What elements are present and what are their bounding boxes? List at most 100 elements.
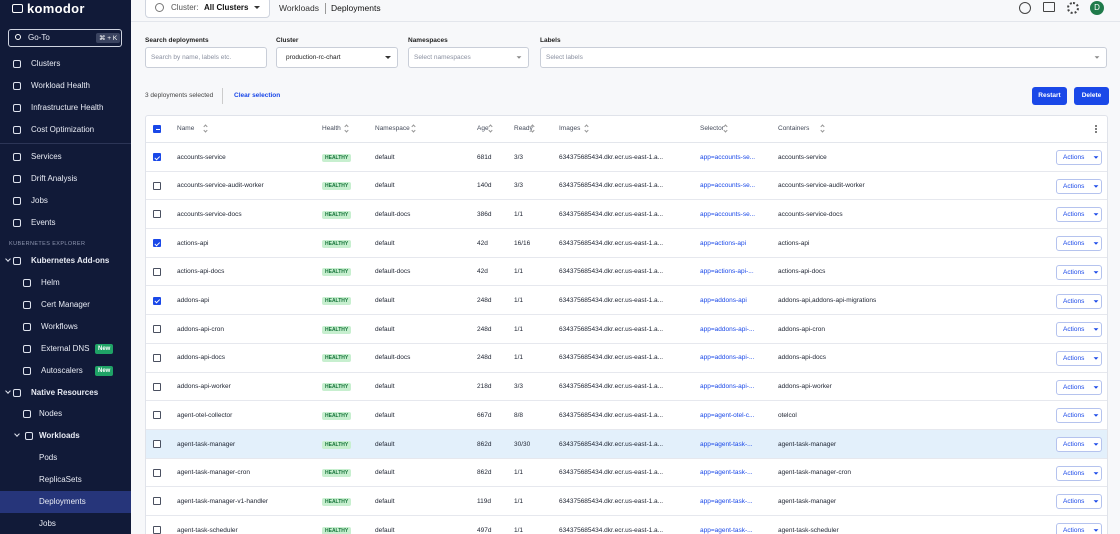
column-header[interactable]: Namespace — [375, 124, 410, 134]
actions-button[interactable]: Actions — [1056, 236, 1102, 251]
row-checkbox[interactable] — [153, 383, 161, 391]
deployment-name[interactable]: agent-task-manager-v1-handler — [177, 497, 268, 507]
nav-group[interactable]: Native Resources — [31, 388, 98, 398]
selector[interactable]: app=agent-task-... — [700, 440, 753, 450]
table-row[interactable]: accounts-serviceHEALTHYdefault681d3/3634… — [146, 143, 1107, 172]
table-row[interactable]: agent-task-manager-cronHEALTHYdefault862… — [146, 459, 1107, 488]
table-row[interactable]: addons-api-cronHEALTHYdefault248d1/16343… — [146, 315, 1107, 344]
restart-button[interactable]: Restart — [1032, 87, 1067, 105]
actions-button[interactable]: Actions — [1056, 523, 1102, 534]
row-checkbox[interactable] — [153, 325, 161, 333]
selector[interactable]: app=addons-api-... — [700, 382, 754, 392]
selector[interactable]: app=actions-api-... — [700, 267, 754, 277]
deployment-name[interactable]: addons-api-cron — [177, 325, 224, 335]
row-checkbox[interactable] — [153, 354, 161, 362]
selector[interactable]: app=agent-task-... — [700, 526, 753, 534]
actions-button[interactable]: Actions — [1056, 265, 1102, 280]
nav-item[interactable]: Autoscalers — [41, 366, 83, 376]
table-row[interactable]: addons-api-workerHEALTHYdefault218d3/363… — [146, 373, 1107, 402]
selector[interactable]: app=accounts-se... — [700, 181, 755, 191]
deployment-name[interactable]: accounts-service — [177, 153, 226, 163]
deployment-name[interactable]: actions-api-docs — [177, 267, 224, 277]
table-row[interactable]: agent-task-managerHEALTHYdefault862d30/3… — [146, 430, 1107, 459]
actions-button[interactable]: Actions — [1056, 437, 1102, 452]
filter-input[interactable]: production-rc-chart — [276, 47, 398, 68]
nav-item[interactable]: Workload Health — [31, 81, 90, 91]
actions-button[interactable]: Actions — [1056, 322, 1102, 337]
actions-button[interactable]: Actions — [1056, 466, 1102, 481]
deployment-name[interactable]: agent-otel-collector — [177, 411, 232, 421]
nav-group[interactable]: Workloads — [39, 431, 80, 441]
deployment-name[interactable]: addons-api-worker — [177, 382, 231, 392]
column-header[interactable]: Containers — [778, 124, 809, 134]
row-checkbox[interactable] — [153, 239, 161, 247]
selector[interactable]: app=actions-api — [700, 239, 746, 249]
row-checkbox[interactable] — [153, 297, 161, 305]
row-checkbox[interactable] — [153, 526, 161, 534]
actions-button[interactable]: Actions — [1056, 179, 1102, 194]
table-row[interactable]: addons-apiHEALTHYdefault248d1/1634375685… — [146, 287, 1107, 316]
actions-button[interactable]: Actions — [1056, 408, 1102, 423]
selector[interactable]: app=addons-api-... — [700, 353, 754, 363]
nav-item[interactable]: Jobs — [39, 519, 56, 529]
table-row[interactable]: agent-task-schedulerHEALTHYdefault497d1/… — [146, 516, 1107, 534]
row-checkbox[interactable] — [153, 497, 161, 505]
selector[interactable]: app=accounts-se... — [700, 210, 755, 220]
deployment-name[interactable]: agent-task-manager — [177, 440, 235, 450]
column-header[interactable]: Name — [177, 124, 194, 134]
header-checkbox[interactable] — [153, 125, 161, 133]
selector[interactable]: app=addons-api-... — [700, 325, 754, 335]
deployment-name[interactable]: accounts-service-audit-worker — [177, 181, 264, 191]
actions-button[interactable]: Actions — [1056, 150, 1102, 165]
selector[interactable]: app=agent-task-... — [700, 468, 753, 478]
row-checkbox[interactable] — [153, 153, 161, 161]
nav-item[interactable]: Deployments — [39, 497, 86, 507]
actions-button[interactable]: Actions — [1056, 380, 1102, 395]
filter-input[interactable]: Select namespaces — [408, 47, 529, 68]
table-row[interactable]: accounts-service-docsHEALTHYdefault-docs… — [146, 200, 1107, 229]
table-row[interactable]: agent-task-manager-v1-handlerHEALTHYdefa… — [146, 487, 1107, 516]
nav-item[interactable]: Cert Manager — [41, 300, 90, 310]
nav-item[interactable]: Drift Analysis — [31, 174, 77, 184]
actions-button[interactable]: Actions — [1056, 494, 1102, 509]
deployment-name[interactable]: addons-api-docs — [177, 353, 225, 363]
column-header[interactable]: Age — [477, 124, 489, 134]
actions-button[interactable]: Actions — [1056, 351, 1102, 366]
nav-item[interactable]: Cost Optimization — [31, 125, 94, 135]
table-row[interactable]: actions-api-docsHEALTHYdefault-docs42d1/… — [146, 258, 1107, 287]
nav-item[interactable]: Pods — [39, 453, 57, 463]
selector[interactable]: app=agent-task-... — [700, 497, 753, 507]
nav-item[interactable]: Nodes — [39, 409, 62, 419]
nav-item[interactable]: Services — [31, 152, 62, 162]
nav-item[interactable]: Jobs — [31, 196, 48, 206]
deployment-name[interactable]: addons-api — [177, 296, 209, 306]
filter-input[interactable]: Search by name, labels etc. — [145, 47, 267, 68]
row-checkbox[interactable] — [153, 182, 161, 190]
table-row[interactable]: addons-api-docsHEALTHYdefault-docs248d1/… — [146, 344, 1107, 373]
row-checkbox[interactable] — [153, 210, 161, 218]
row-checkbox[interactable] — [153, 411, 161, 419]
table-row[interactable]: actions-apiHEALTHYdefault42d16/166343756… — [146, 229, 1107, 258]
deployment-name[interactable]: accounts-service-docs — [177, 210, 242, 220]
nav-item[interactable]: Helm — [41, 278, 60, 288]
selector[interactable]: app=addons-api — [700, 296, 747, 306]
actions-button[interactable]: Actions — [1056, 207, 1102, 222]
row-checkbox[interactable] — [153, 440, 161, 448]
selector[interactable]: app=accounts-se... — [700, 153, 755, 163]
row-checkbox[interactable] — [153, 469, 161, 477]
column-header[interactable]: Health — [322, 124, 341, 134]
clear-selection[interactable]: Clear selection — [234, 92, 280, 99]
actions-button[interactable]: Actions — [1056, 294, 1102, 309]
nav-item[interactable]: ReplicaSets — [39, 475, 82, 485]
nav-item[interactable]: External DNS — [41, 344, 89, 354]
column-header[interactable]: Selector — [700, 124, 724, 134]
table-row[interactable]: accounts-service-audit-workerHEALTHYdefa… — [146, 172, 1107, 201]
deployment-name[interactable]: actions-api — [177, 239, 208, 249]
row-checkbox[interactable] — [153, 268, 161, 276]
column-header[interactable]: Images — [559, 124, 580, 134]
delete-button[interactable]: Delete — [1074, 87, 1109, 105]
deployment-name[interactable]: agent-task-manager-cron — [177, 468, 250, 478]
nav-item[interactable]: Workflows — [41, 322, 78, 332]
nav-group[interactable]: Kubernetes Add-ons — [31, 256, 109, 266]
selector[interactable]: app=agent-otel-c... — [700, 411, 754, 421]
